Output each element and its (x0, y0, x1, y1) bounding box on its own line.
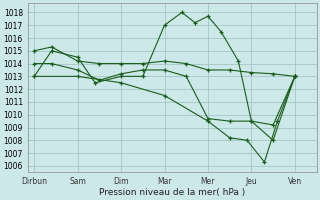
X-axis label: Pression niveau de la mer( hPa ): Pression niveau de la mer( hPa ) (99, 188, 245, 197)
